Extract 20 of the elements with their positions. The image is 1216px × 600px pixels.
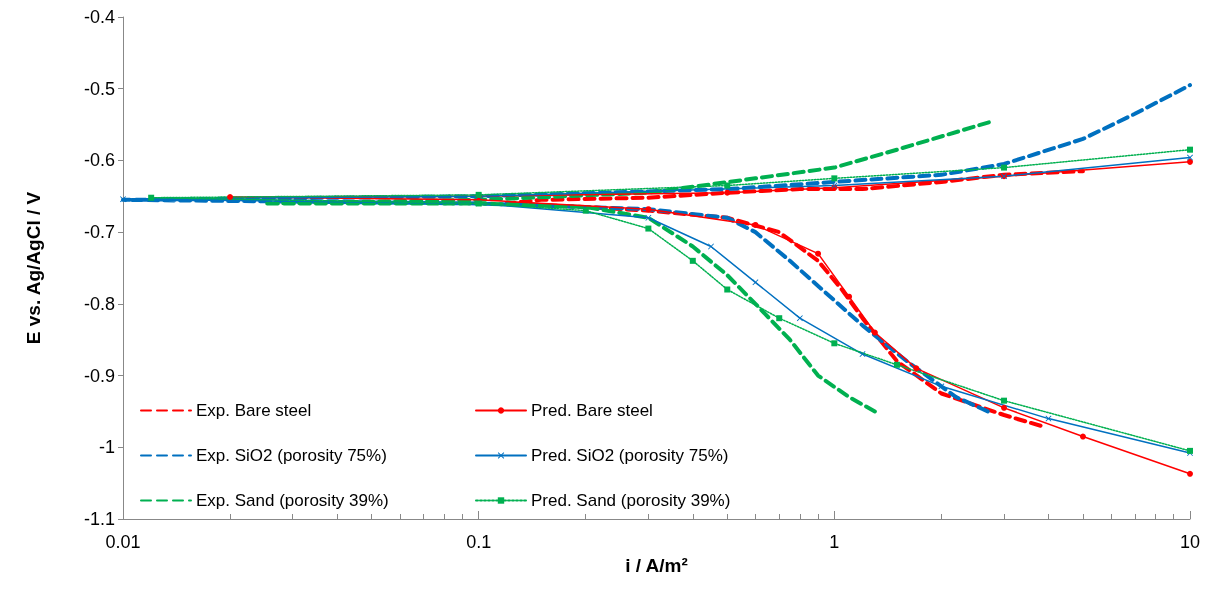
legend-label: Exp. Bare steel	[196, 401, 312, 420]
x-tick-label: 0.1	[466, 532, 492, 552]
y-tick-label: -0.5	[83, 78, 115, 99]
legend-label: Pred. Bare steel	[531, 401, 653, 420]
legend-label: Pred. Sand (porosity 39%)	[531, 491, 731, 510]
x-tick-label: 1	[829, 532, 840, 552]
y-tick-label: -0.7	[83, 222, 115, 243]
y-tick-label: -0.8	[83, 293, 115, 314]
legend-label: Pred. SiO2 (porosity 75%)	[531, 446, 729, 465]
legend-label: Exp. Sand (porosity 39%)	[196, 491, 389, 510]
y-tick-label: -0.6	[83, 150, 115, 171]
y-tick-label: -1.1	[83, 509, 115, 529]
x-tick-label: 10	[1179, 532, 1201, 552]
y-tick-label: -0.4	[83, 7, 115, 27]
y-axis-title: E vs. Ag/AgCl / V	[23, 191, 44, 345]
x-tick-label: 0.01	[105, 532, 141, 552]
legend-label: Exp. SiO2 (porosity 75%)	[196, 446, 387, 465]
y-tick-label: -0.9	[83, 365, 115, 386]
x-axis-title: i / A/m²	[625, 554, 688, 576]
y-tick-label: -1	[98, 437, 115, 458]
